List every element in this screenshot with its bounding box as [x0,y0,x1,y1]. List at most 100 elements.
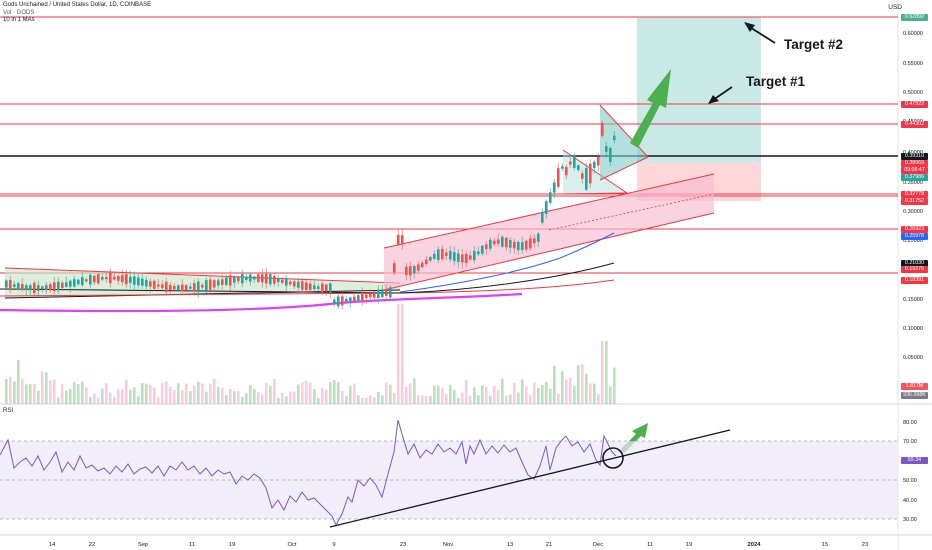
rsi-circle-marker[interactable] [602,447,624,469]
time-axis[interactable]: 14 22 Sep 11 19 Oct 9 23 Nov 13 21 Dec 11 19 2024 15 23 [49,542,868,548]
volume-bar [429,396,432,404]
time-tick-label: 22 [89,542,95,548]
volume-bar [489,395,492,404]
ma-blue[interactable] [399,232,615,293]
triangle-pattern-2[interactable] [600,105,648,180]
candle-body [321,283,324,293]
candle-body [105,277,108,280]
volume-bar [453,390,456,404]
price-tag: 0.21030 [901,260,928,267]
volume-bar [197,381,200,404]
volume-bar [401,304,404,404]
symbol-title[interactable]: Gods Unchained / United States Dollar, 1… [3,2,152,8]
volume-bar [345,396,348,404]
candle-body [337,296,340,307]
time-tick-label: 19 [229,542,235,548]
candle-body [5,280,8,288]
volume-bar [337,382,340,404]
candle-body [557,168,560,187]
target2-arrow[interactable] [747,25,776,44]
candle-body [345,298,348,302]
volume-bar [413,378,416,404]
candle-body [469,255,472,260]
time-tick-label: Sep [138,542,148,548]
candle-body [361,292,364,302]
candle-body [81,277,84,286]
price-tag: 0.39310 [901,153,928,160]
volume-bar [353,383,356,404]
target1-label[interactable]: Target #1 [746,74,806,89]
consolidation-top-line[interactable] [4,267,401,284]
candle-body [365,294,368,299]
candle-body [601,122,604,136]
target1-arrow[interactable] [712,86,733,101]
candle-body [445,252,448,256]
volume-bar [597,393,600,404]
volume-bar [537,387,540,404]
volume-bar [373,397,376,404]
volume-bar [93,393,96,404]
candle-body [341,296,344,306]
triangle2-edge-bottom [599,156,649,181]
volume-bar [377,391,380,404]
candle-body [605,146,608,152]
candle-body [509,239,512,248]
candle-body [181,284,184,292]
volume-bar [521,379,524,404]
volume-bar [225,395,228,404]
volume-bar [257,391,260,404]
rsi-legend[interactable]: RSI [3,408,14,414]
volume-bar [117,389,120,404]
candlestick-series[interactable] [5,120,616,310]
candle-body [353,296,356,301]
ma-magenta[interactable] [0,292,523,313]
time-tick-label: Oct [287,542,296,548]
rsi-tick-label: 80.00 [903,420,917,426]
volume-bar [165,381,168,404]
volume-bar [161,383,164,404]
candle-body [349,297,352,302]
volume-bar [181,389,184,404]
candle-body [229,275,232,286]
ma-legend[interactable]: 10 in 1 MAs [3,17,35,24]
volume-legend[interactable]: Vol · GODS [3,9,35,16]
volume-bar [409,383,412,404]
rsi-line[interactable] [0,419,617,527]
candle-body [65,282,68,287]
candle-body [225,277,228,285]
volume-bar [581,364,584,404]
time-tick-label: 11 [647,542,653,548]
rsi-trendline[interactable] [329,429,731,528]
price-tick-label: 0.05000 [903,355,923,361]
candle-body [357,295,360,301]
volume-bar [249,384,252,404]
volume-bar [385,382,388,404]
up-arrow-green[interactable] [630,69,671,148]
time-tick-label: 21 [546,542,552,548]
price-tag: 0.31752 [901,198,928,205]
channel-upper-line[interactable] [383,173,715,249]
volume-bar [69,388,72,404]
candle-body [381,289,384,298]
target2-label[interactable]: Target #2 [784,37,844,52]
volume-bar [81,381,84,404]
volume-bar [569,377,572,404]
candle-body [161,284,164,289]
currency-button[interactable]: USD [888,4,902,11]
candle-body [289,281,292,285]
volume-bar [305,380,308,404]
price-tag: 0.32778 [901,191,928,198]
rsi-value-tag: 59.34 [901,457,928,464]
candle-body [565,166,568,176]
candle-body [453,252,456,261]
candle-body [169,284,172,290]
channel-mid-line[interactable] [548,193,715,231]
candle-body [97,274,100,284]
volume-bar [601,341,604,404]
channel-lower-line[interactable] [383,212,715,291]
volume-bar [541,385,544,404]
candle-body [145,279,148,287]
